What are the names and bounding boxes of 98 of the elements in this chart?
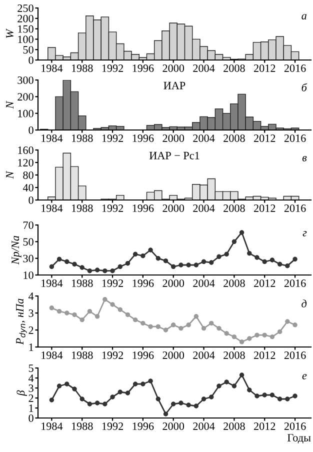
y-axis-title: N: [6, 100, 14, 109]
x-tick-label: 2000: [162, 64, 184, 72]
x-tick-label: 2012: [254, 422, 276, 430]
x-tick-label: 2016: [284, 279, 306, 287]
x-tick-label: 2000: [162, 204, 184, 212]
x-tick-label: 2004: [193, 204, 215, 212]
y-axis-title: N: [6, 170, 14, 179]
x-tick-label: 1988: [72, 64, 93, 72]
y-tick-label: 0: [28, 56, 34, 64]
x-tick-label: 2012: [254, 279, 276, 287]
y-tick-label: 160: [18, 146, 34, 154]
x-tick-label: 2012: [254, 351, 276, 359]
x-tick-label: 2012: [254, 64, 276, 72]
x-tick-label: 1984: [42, 134, 63, 142]
annotation: в: [302, 156, 307, 162]
annotation: а: [302, 14, 306, 20]
x-tick-label: 2008: [224, 279, 245, 287]
y-tick-label: 30: [23, 254, 34, 262]
x-tick-label: 2008: [224, 422, 245, 430]
x-tick-label: 2004: [193, 134, 215, 142]
x-tick-label: 1996: [132, 422, 154, 430]
x-tick-label: 2012: [254, 204, 276, 212]
y-tick-label: 70: [23, 221, 34, 229]
y-tick-label: 200: [18, 93, 34, 101]
x-tick-label: 1992: [102, 280, 124, 287]
x-tick-label: 2008: [224, 134, 245, 142]
y-axis-title: P$_{dyn}$, нПа: [16, 298, 27, 345]
x-tick-label: 1996: [132, 204, 154, 212]
x-tick-label: 1984: [42, 422, 63, 430]
x-tick-label: 2012: [254, 134, 276, 142]
x-tick-label: 2000: [162, 279, 184, 287]
y-tick-label: 250: [18, 4, 34, 12]
y-tick-label: 100: [18, 36, 34, 44]
y-tick-label: 2: [28, 394, 34, 402]
annotation: б: [302, 83, 308, 92]
chart-title: ИАР − Pc1: [149, 152, 200, 160]
y-tick-label: 200: [18, 14, 34, 22]
x-tick-label: 1992: [102, 422, 124, 430]
x-tick-label: 2004: [193, 351, 215, 359]
y-tick-label: 50: [23, 238, 34, 246]
x-tick-label: 2008: [224, 64, 245, 72]
y-tick-label: 3: [28, 309, 34, 317]
annotation: д: [302, 300, 307, 308]
y-tick-label: 10: [24, 271, 34, 279]
x-tick-label: 2016: [284, 134, 306, 142]
x-tick-label: 1984: [42, 64, 63, 72]
x-tick-label: 2004: [193, 422, 215, 430]
y-tick-label: 50: [23, 46, 34, 54]
y-tick-label: 100: [18, 110, 34, 118]
y-tick-label: 4: [28, 374, 34, 382]
x-tick-label: 1984: [42, 279, 63, 287]
x-tick-label: 2016: [284, 422, 306, 430]
x-tick-label: 1996: [132, 64, 154, 72]
y-tick-label: 4: [28, 292, 34, 300]
x-tick-label: 2000: [162, 422, 184, 430]
x-tick-label: 1992: [102, 204, 124, 212]
annotation: г: [302, 231, 307, 236]
x-tick-label: 1988: [72, 134, 93, 142]
y-tick-label: 1: [29, 404, 34, 412]
x-tick-label: 1988: [72, 422, 93, 430]
x-tick-label: 2016: [284, 351, 306, 359]
x-tick-label: 1988: [72, 279, 93, 287]
y-tick-label: 150: [18, 25, 34, 33]
x-tick-label: 1984: [42, 351, 63, 359]
y-tick-label: 300: [18, 76, 34, 84]
x-tick-label: 2004: [193, 279, 215, 287]
x-tick-label: 1992: [102, 64, 124, 72]
x-tick-label: 1996: [132, 352, 154, 359]
y-tick-label: 3: [28, 384, 34, 392]
x-tick-label: 1992: [102, 134, 124, 142]
y-tick-label: 120: [18, 158, 34, 166]
x-tick-label: 2004: [193, 64, 215, 72]
x-tick-label: 1992: [102, 352, 124, 359]
annotation: е: [302, 374, 307, 380]
y-axis-title: W: [6, 28, 14, 38]
y-tick-label: 0: [28, 196, 34, 204]
y-tick-label: 5: [28, 364, 34, 372]
x-tick-label: 1988: [72, 204, 93, 212]
y-tick-label: 1: [29, 344, 34, 351]
y-tick-label: 80: [23, 171, 34, 179]
y-tick-label: 0: [28, 126, 34, 134]
y-tick-label: 0: [28, 414, 34, 422]
x-tick-label: 1996: [132, 280, 154, 287]
x-tick-label: 1996: [132, 134, 154, 142]
x-tick-label: 2000: [162, 134, 184, 142]
x-tick-label: 2008: [224, 351, 245, 359]
chart-title: ИАР: [164, 82, 186, 90]
x-tick-label: 2016: [284, 204, 306, 212]
x-tick-label: 2008: [224, 204, 245, 212]
y-tick-label: 2: [28, 326, 34, 334]
y-axis-title: β: [16, 390, 27, 396]
x-axis-title: Годы: [288, 434, 311, 444]
x-tick-label: 1984: [42, 204, 63, 212]
x-tick-label: 2016: [284, 64, 306, 72]
y-axis-title: Np/Na: [12, 236, 22, 265]
y-tick-label: 40: [22, 184, 34, 192]
x-tick-label: 2000: [162, 351, 184, 359]
x-tick-label: 1988: [72, 351, 93, 359]
